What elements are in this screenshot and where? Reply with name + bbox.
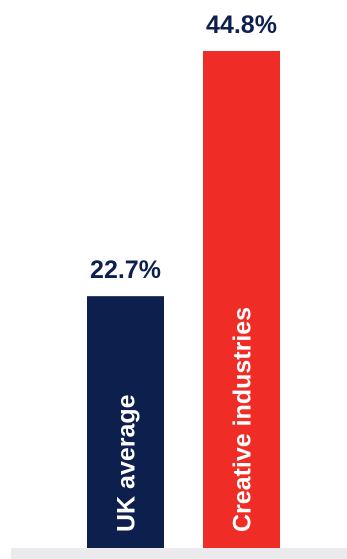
- bar-uk-average: [87, 296, 164, 548]
- bar-creative-industries: [203, 51, 280, 548]
- bars-group: 22.7% UK average 44.8% Creative industries: [87, 11, 280, 548]
- category-label-creative-industries: Creative industries: [229, 307, 257, 532]
- value-label-creative-industries: 44.8%: [206, 11, 277, 39]
- chart-baseline: [11, 548, 347, 559]
- category-label-uk-average: UK average: [113, 394, 141, 532]
- value-label-uk-average: 22.7%: [90, 256, 161, 284]
